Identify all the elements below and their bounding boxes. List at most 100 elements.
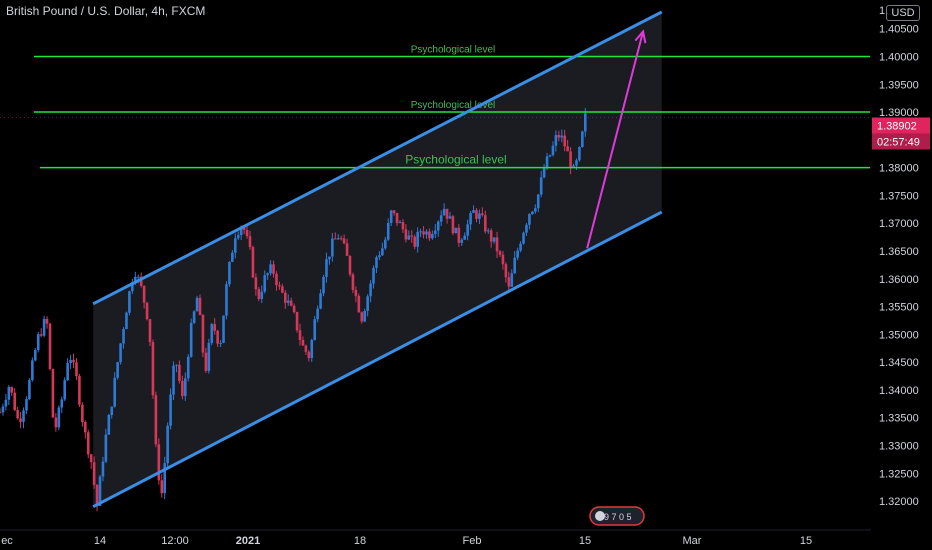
candle-body (1, 406, 5, 413)
channel-upper-line (92, 10, 663, 306)
candle-body (398, 222, 402, 224)
candle-body (339, 238, 343, 240)
candle-body (25, 399, 28, 411)
candle-body (519, 243, 522, 251)
candle-body (192, 311, 196, 323)
candle-body (528, 213, 531, 225)
y-tick-label: 1.38000 (879, 163, 919, 175)
y-tick-label: 1.40500 (879, 24, 919, 36)
candle-body (225, 284, 228, 316)
candle-body (260, 291, 264, 300)
candle-body (457, 227, 461, 243)
candle-body (128, 291, 131, 313)
candle-body (475, 210, 478, 219)
candle-body (522, 232, 525, 244)
candle-body (536, 194, 540, 209)
candle-body (22, 410, 25, 422)
y-tick-label: 1.39000 (879, 107, 919, 119)
candle-body (525, 224, 528, 233)
candle-body (160, 480, 164, 494)
candle-body (366, 296, 369, 311)
x-tick-label: 14 (94, 535, 106, 547)
y-tick-label: 1.34500 (879, 357, 919, 369)
candle-body (213, 324, 217, 331)
candle-body (66, 363, 69, 381)
candle-body (83, 422, 87, 433)
candle-body (272, 264, 275, 274)
candle-body (478, 213, 481, 219)
candle-body (51, 369, 55, 418)
candle-body (281, 286, 284, 293)
candle-body (548, 155, 552, 157)
candle-body (460, 239, 464, 243)
candle-body (436, 221, 440, 231)
trend-arrow[interactable] (586, 29, 647, 249)
candle-body (131, 282, 134, 292)
candle-body (454, 227, 458, 234)
candle-body (175, 364, 178, 366)
candle-body (266, 273, 269, 276)
candle-body (89, 454, 93, 463)
time-axis[interactable]: ec 14 12:00 2021 18 Feb 15 Mar 15 (0, 529, 871, 547)
candle-body (139, 276, 143, 286)
arrow-head (634, 29, 647, 44)
psychological-levels[interactable]: Psychological level 1.40000 Psychological … (34, 44, 930, 176)
candle-body (292, 305, 296, 313)
currency-button[interactable]: USD (886, 5, 920, 21)
x-tick-label: ec (1, 535, 13, 547)
candle-body (81, 404, 84, 423)
candle-body (69, 359, 72, 364)
candle-body (560, 135, 564, 138)
candle-body (486, 230, 490, 232)
candle-body (198, 297, 202, 316)
badge-text: 9 7 0 5 (604, 512, 632, 522)
candle-body (348, 255, 352, 275)
y-tick-label: 1.37500 (879, 190, 919, 202)
candle-body (357, 295, 361, 313)
candle-body (148, 319, 152, 343)
candle-body (245, 230, 249, 237)
candle-body (422, 231, 425, 235)
level-label: Psychological level (411, 44, 496, 55)
candle-body (19, 418, 22, 422)
candle-body (119, 343, 122, 363)
candle-body (354, 289, 358, 296)
events-badge[interactable]: 9 7 0 5 (589, 506, 645, 526)
candle-body (545, 156, 549, 169)
candle-body (60, 399, 64, 408)
candle-body (54, 417, 58, 428)
candle-body (16, 410, 19, 419)
candle-body (378, 255, 381, 258)
candle-body (13, 392, 17, 411)
candle-body (181, 380, 184, 397)
candle-body (295, 312, 299, 331)
candle-body (78, 376, 81, 405)
x-tick-label: 15 (800, 535, 812, 547)
candle-body (507, 277, 511, 287)
candle-body (504, 264, 508, 278)
candle-body (566, 146, 569, 152)
candle-body (195, 297, 199, 312)
candle-body (363, 310, 367, 322)
candle-body (72, 359, 75, 363)
candle-body (210, 324, 214, 343)
candle-body (183, 378, 187, 397)
candle-body (92, 462, 96, 485)
candle-body (101, 461, 105, 477)
candle-body (481, 213, 484, 216)
candle-body (581, 131, 584, 147)
candle-body (254, 277, 258, 290)
candle-body (360, 312, 364, 322)
price-axis[interactable]: 1.1.405001.400001.395001.390001.385001.3… (871, 0, 932, 550)
candle-body (154, 395, 158, 445)
y-tick-label: 1. (879, 5, 888, 17)
candle-body (33, 350, 37, 361)
channel-lines[interactable] (92, 10, 663, 508)
y-tick-label: 1.37000 (879, 218, 919, 230)
candle-body (392, 210, 396, 213)
countdown-text: 02:57:49 (877, 136, 920, 148)
candle-body (463, 235, 467, 240)
candle-body (342, 238, 346, 244)
chart-title: British Pound / U.S. Dollar, 4h, FXCM (6, 4, 206, 18)
